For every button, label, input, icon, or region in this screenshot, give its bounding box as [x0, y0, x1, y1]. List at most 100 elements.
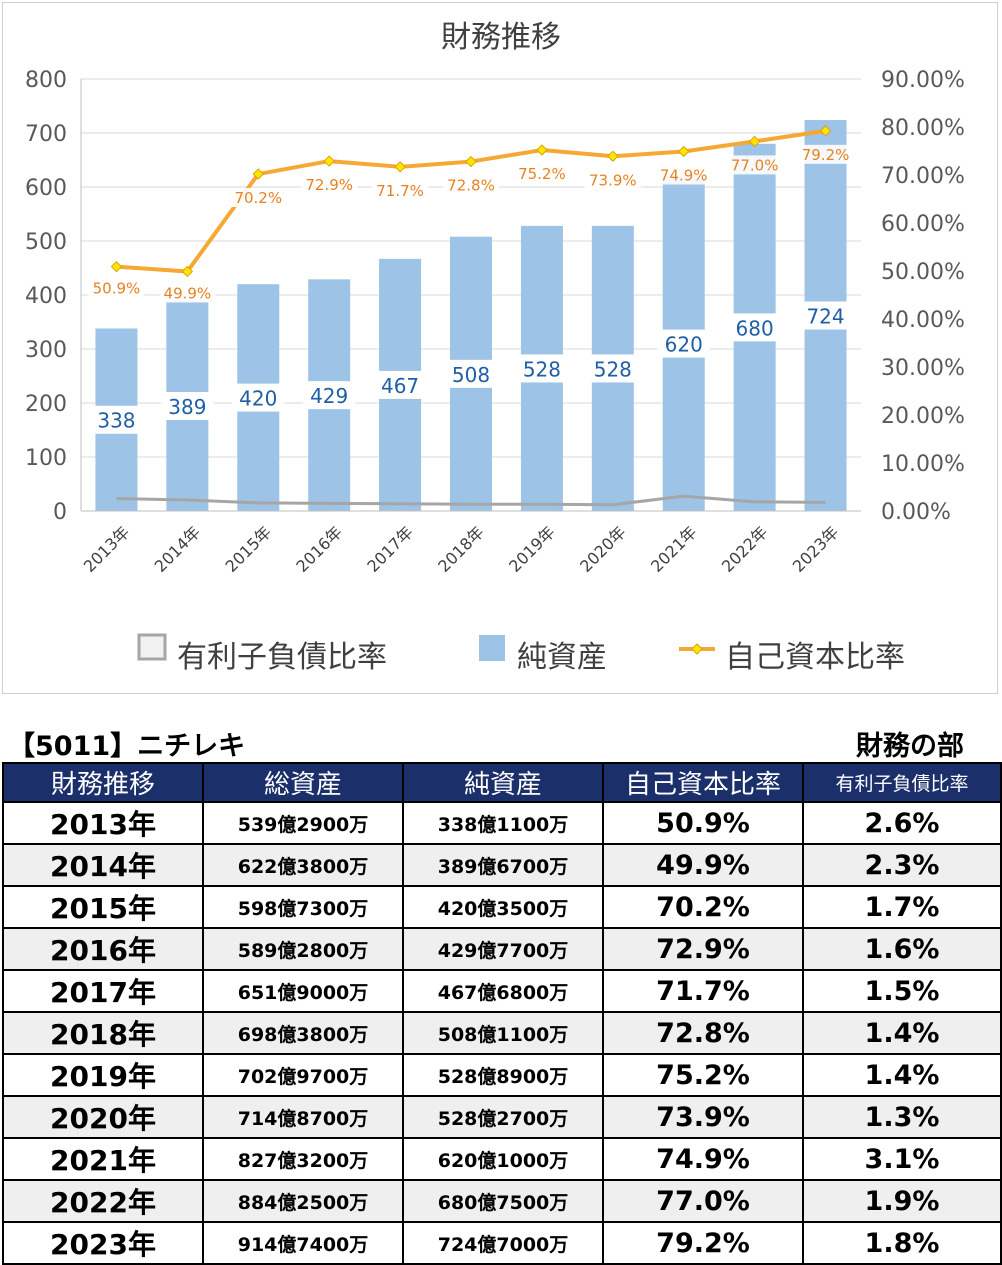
rate-label-bg	[655, 165, 712, 185]
bar-label-bg	[445, 359, 497, 388]
cell-net-assets: 680億7500万	[402, 1179, 604, 1223]
cell-debt-ratio: 1.6%	[802, 927, 1002, 971]
bar-value-label: 528	[594, 357, 632, 381]
y-right-tick-label: 40.00%	[881, 308, 965, 333]
bar-label-bg	[303, 381, 356, 410]
cell-year: 2022年	[2, 1179, 204, 1223]
header-net-assets: 純資産	[402, 762, 604, 803]
bar-value-label: 429	[310, 384, 348, 408]
y-left-tick-label: 100	[25, 446, 67, 471]
marker-equity-ratio	[252, 168, 264, 180]
table-section-label: 財務の部	[856, 731, 964, 762]
rate-label-bg	[372, 180, 429, 200]
cell-debt-ratio: 1.3%	[802, 1095, 1002, 1139]
cell-total-assets: 622億3800万	[202, 843, 404, 887]
cell-year: 2014年	[2, 843, 204, 887]
bar-label-bg	[161, 391, 214, 420]
equity-ratio-label: 74.9%	[660, 166, 708, 184]
bar-label-bg	[90, 405, 143, 434]
cell-net-assets: 429億7700万	[402, 927, 604, 971]
equity-ratio-label: 79.2%	[802, 146, 850, 164]
cell-equity-ratio: 70.2%	[602, 885, 804, 929]
cell-debt-ratio: 1.7%	[802, 885, 1002, 929]
x-tick-label: 2018年	[434, 522, 488, 576]
bar-value-label: 724	[806, 305, 844, 329]
cell-net-assets: 528億2700万	[402, 1095, 604, 1139]
cell-year: 2023年	[2, 1221, 204, 1265]
equity-ratio-label: 49.9%	[164, 284, 212, 302]
rate-label-bg	[88, 278, 145, 298]
x-tick-label: 2021年	[647, 522, 701, 576]
header-period: 財務推移	[2, 762, 204, 803]
cell-net-assets: 467億6800万	[402, 969, 604, 1013]
equity-ratio-label: 70.2%	[234, 189, 282, 207]
table-row: 2013年 539億2900万 338億1100万 50.9% 2.6%	[2, 801, 1002, 845]
cell-year: 2020年	[2, 1095, 204, 1139]
legend: 有利子負債比率 純資産 自己資本比率	[137, 633, 905, 675]
marker-equity-ratio	[465, 155, 477, 168]
header-debt-ratio: 有利子負債比率	[802, 762, 1002, 803]
cell-total-assets: 598億7300万	[202, 885, 404, 929]
cell-year: 2015年	[2, 885, 204, 929]
cell-total-assets: 884億2500万	[202, 1179, 404, 1223]
y-right-tick-label: 30.00%	[881, 356, 965, 381]
bar-label-bg	[515, 354, 568, 383]
bar-value-label: 680	[736, 316, 774, 340]
cell-net-assets: 724億7000万	[402, 1221, 604, 1265]
cell-total-assets: 698億3800万	[202, 1011, 404, 1055]
table-row: 2020年 714億8700万 528億2700万 73.9% 1.3%	[2, 1095, 1002, 1139]
cell-equity-ratio: 74.9%	[602, 1137, 804, 1181]
cell-debt-ratio: 1.5%	[802, 969, 1002, 1013]
table-row: 2019年 702億9700万 528億8900万 75.2% 1.4%	[2, 1053, 1002, 1097]
marker-equity-ratio	[748, 135, 761, 148]
cell-debt-ratio: 2.6%	[802, 801, 1002, 845]
bar-label-bg	[586, 354, 639, 383]
cell-net-assets: 389億6700万	[402, 843, 604, 887]
y-right-tick-label: 50.00%	[881, 260, 965, 285]
y-right-tick-label: 10.00%	[881, 452, 965, 477]
cell-total-assets: 539億2900万	[202, 801, 404, 845]
rate-label-bg	[443, 175, 499, 195]
marker-equity-ratio	[181, 265, 194, 278]
bar-label-bg	[374, 370, 427, 399]
y-left-tick-label: 300	[25, 338, 67, 363]
table-row: 2018年 698億3800万 508億1100万 72.8% 1.4%	[2, 1011, 1002, 1055]
bar-value-label: 528	[523, 357, 561, 381]
bar-label-bg	[799, 301, 852, 330]
y-left-tick-label: 500	[25, 230, 67, 255]
company-name: 【5011】ニチレキ	[8, 731, 246, 762]
cell-equity-ratio: 71.7%	[602, 969, 804, 1013]
table-row: 2022年 884億2500万 680億7500万 77.0% 1.9%	[2, 1179, 1002, 1223]
cell-total-assets: 914億7400万	[202, 1221, 404, 1265]
y-left-tick-label: 700	[25, 122, 67, 147]
x-tick-label: 2019年	[505, 522, 559, 576]
legend-marker-equity-ratio	[691, 643, 703, 655]
y-left-tick-label: 0	[53, 500, 67, 525]
y-left-tick-label: 400	[25, 284, 67, 309]
cell-year: 2019年	[2, 1053, 204, 1097]
x-tick-label: 2014年	[151, 522, 205, 576]
table-caption: 【5011】ニチレキ 財務の部	[4, 724, 1000, 762]
y-left-tick-label: 600	[25, 176, 67, 201]
table-row: 2015年 598億7300万 420億3500万 70.2% 1.7%	[2, 885, 1002, 929]
cell-debt-ratio: 2.3%	[802, 843, 1002, 887]
line-debt-ratio	[116, 494, 826, 507]
table-row: 2023年 914億7400万 724億7000万 79.2% 1.8%	[2, 1221, 1002, 1265]
equity-ratio-label: 72.9%	[305, 176, 353, 194]
x-tick-label: 2020年	[576, 522, 630, 576]
marker-equity-ratio	[323, 155, 335, 167]
y-right-tick-label: 20.00%	[881, 404, 965, 429]
cell-equity-ratio: 49.9%	[602, 843, 804, 887]
marker-equity-ratio	[110, 260, 123, 273]
cell-debt-ratio: 1.9%	[802, 1179, 1002, 1223]
equity-ratio-label: 73.9%	[589, 171, 637, 189]
cell-total-assets: 589億2800万	[202, 927, 404, 971]
equity-ratio-label: 72.8%	[447, 177, 495, 195]
table-row: 2017年 651億9000万 467億6800万 71.7% 1.5%	[2, 969, 1002, 1013]
table-header-row: 財務推移 総資産 純資産 自己資本比率 有利子負債比率	[2, 762, 1002, 803]
cell-year: 2013年	[2, 801, 204, 845]
x-tick-label: 2022年	[718, 522, 772, 576]
rate-label-bg	[513, 164, 570, 184]
header-equity-ratio: 自己資本比率	[602, 762, 804, 803]
cell-year: 2017年	[2, 969, 204, 1013]
